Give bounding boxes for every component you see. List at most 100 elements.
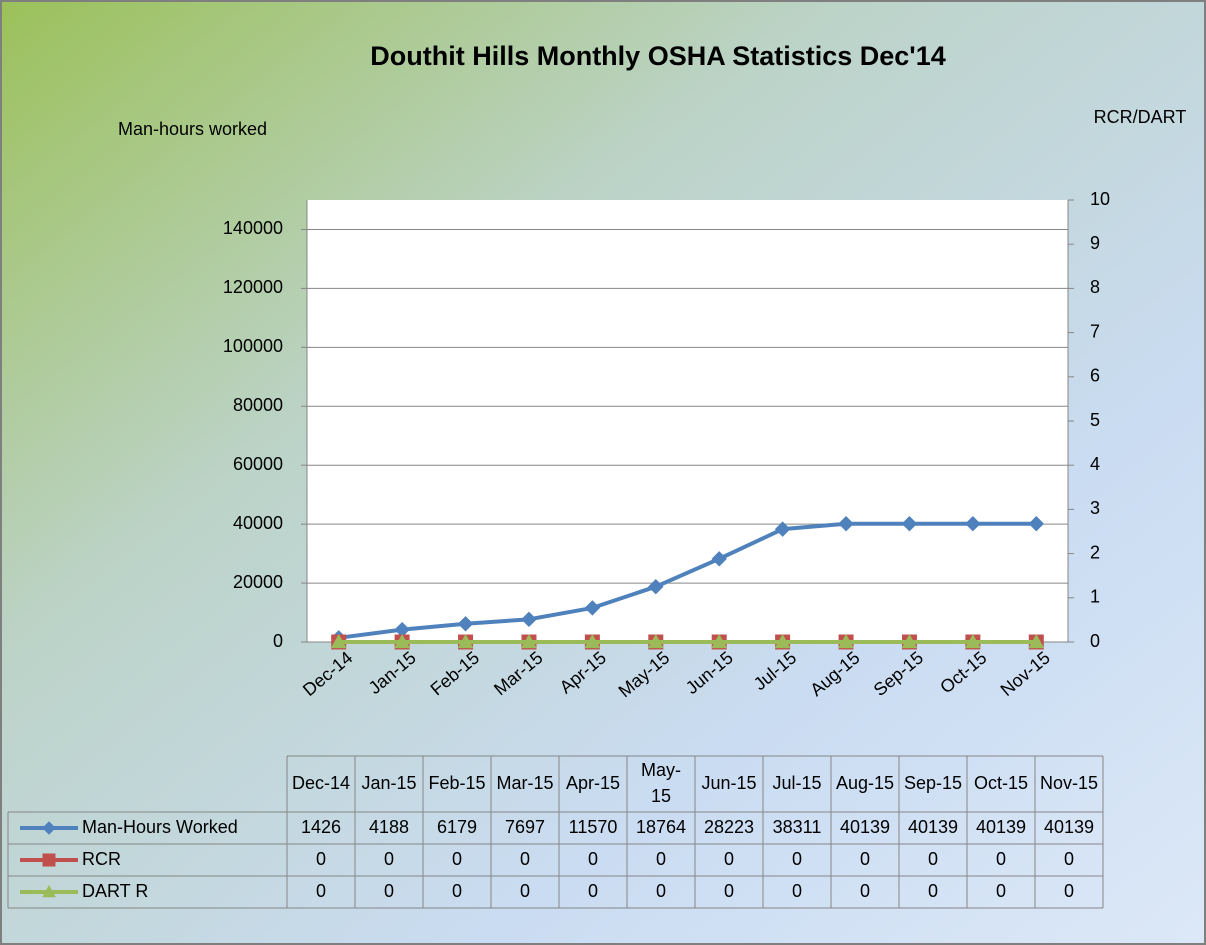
marker	[584, 633, 601, 649]
table-cell: 0	[996, 881, 1006, 901]
y-tick-label: 60000	[233, 454, 283, 474]
table-cell: 0	[520, 849, 530, 869]
marker	[394, 633, 410, 649]
marker	[457, 616, 474, 632]
y2-tick-label: 7	[1090, 321, 1100, 341]
marker	[647, 633, 664, 649]
marker	[521, 611, 537, 628]
table-cell: 0	[384, 881, 394, 901]
y2-tick-label: 0	[1090, 631, 1100, 651]
marker	[838, 633, 854, 649]
y2-tick-label: 5	[1090, 410, 1100, 430]
y-tick-label: 20000	[233, 572, 283, 592]
marker	[457, 633, 474, 649]
y-tick-label: 80000	[233, 395, 283, 415]
table-cell: 0	[384, 849, 394, 869]
y-tick-label: 0	[273, 631, 283, 651]
marker	[711, 551, 727, 567]
table-cell: 40139	[840, 817, 890, 837]
y-tick-label: 100000	[223, 336, 283, 356]
table-cell: 7697	[505, 817, 545, 837]
table-cell: 0	[860, 881, 870, 901]
table-cell: 0	[316, 849, 326, 869]
table-cell: 6179	[437, 817, 477, 837]
marker	[711, 633, 728, 649]
table-cell: 0	[792, 849, 802, 869]
marker	[584, 600, 601, 616]
table-cell: 0	[724, 849, 734, 869]
table-cell: 0	[928, 881, 938, 901]
chart-title: Douthit Hills Monthly OSHA Statistics De…	[370, 41, 946, 71]
table-cell: 0	[1064, 849, 1074, 869]
marker	[521, 633, 537, 649]
y2-tick-label: 8	[1090, 277, 1100, 297]
y-tick-label: 120000	[223, 277, 283, 297]
table-cell: 0	[588, 881, 598, 901]
y2-tick-label: 3	[1090, 498, 1100, 518]
table-cell: 40139	[976, 817, 1026, 837]
table-cell: 0	[792, 881, 802, 901]
table-cell: 28223	[704, 817, 754, 837]
marker	[648, 579, 664, 595]
table-header: Jan-15	[361, 773, 416, 793]
marker	[965, 633, 981, 649]
table-cell: 0	[520, 881, 530, 901]
series-line	[338, 521, 1037, 640]
table-header: Jul-15	[772, 773, 821, 793]
table-cell: 18764	[636, 817, 686, 837]
table-cell: 0	[452, 881, 462, 901]
table-cell: 40139	[1044, 817, 1094, 837]
table-cell: 0	[724, 881, 734, 901]
table-header: Jun-15	[701, 773, 756, 793]
y2-tick-label: 10	[1090, 189, 1110, 209]
table-cell: 0	[452, 849, 462, 869]
table-cell: 38311	[773, 817, 822, 837]
marker	[42, 884, 56, 898]
table-cell: 40139	[908, 817, 958, 837]
table-header: Oct-15	[974, 773, 1028, 793]
marker	[774, 633, 791, 649]
table-header: May-15	[641, 760, 681, 806]
plot-area	[307, 200, 1068, 642]
marker	[42, 853, 56, 867]
y-tick-label: 40000	[233, 513, 283, 533]
table-header: Apr-15	[566, 773, 620, 793]
marker	[1028, 516, 1044, 532]
table-cell: 4188	[369, 817, 409, 837]
table-cell: 0	[588, 849, 598, 869]
table-cell: 0	[996, 849, 1006, 869]
y2-tick-label: 4	[1090, 454, 1100, 474]
marker	[774, 521, 791, 537]
y-tick-label: 140000	[223, 218, 283, 238]
table-cell: 0	[860, 849, 870, 869]
y-axis-label: Man-hours worked	[118, 119, 267, 139]
legend-label: RCR	[82, 849, 121, 869]
legend-label: Man-Hours Worked	[82, 817, 238, 837]
table-cell: 0	[656, 849, 666, 869]
y2-tick-label: 6	[1090, 366, 1100, 386]
table-header: Mar-15	[496, 773, 553, 793]
marker	[1028, 633, 1045, 649]
table-header: Sep-15	[904, 773, 962, 793]
table-header: Feb-15	[428, 773, 485, 793]
marker	[838, 516, 854, 532]
y2-tick-label: 1	[1090, 587, 1100, 607]
table-cell: 0	[656, 881, 666, 901]
marker	[330, 633, 347, 649]
table-header: Nov-15	[1040, 773, 1098, 793]
table-cell: 1426	[301, 817, 341, 837]
table-header: Dec-14	[292, 773, 350, 793]
y2-axis-label: RCR/DART	[1094, 107, 1187, 127]
y2-tick-label: 9	[1090, 233, 1100, 253]
table-cell: 0	[316, 881, 326, 901]
marker	[901, 633, 918, 649]
marker	[42, 821, 56, 835]
table-cell: 0	[1064, 881, 1074, 901]
y2-tick-label: 2	[1090, 542, 1100, 562]
table-cell: 11570	[569, 817, 618, 837]
table-header: Aug-15	[836, 773, 894, 793]
marker	[965, 516, 981, 532]
table-cell: 0	[928, 849, 938, 869]
marker	[901, 516, 918, 532]
